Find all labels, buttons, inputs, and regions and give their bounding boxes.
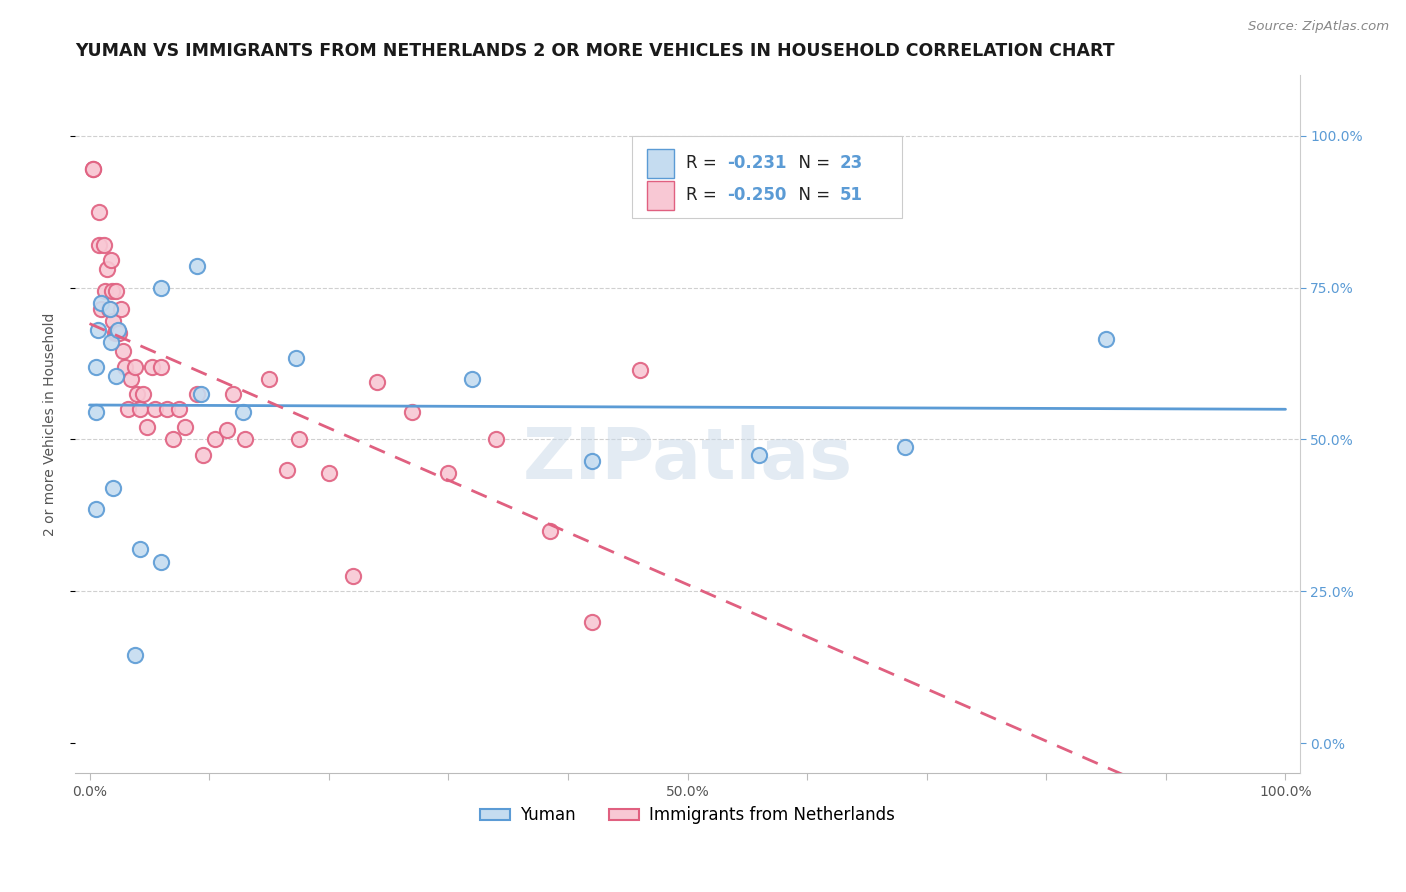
Point — [104, 284, 127, 298]
Point — [110, 301, 132, 316]
Point — [87, 323, 110, 337]
Point — [101, 284, 124, 298]
Point — [285, 351, 308, 365]
Point — [96, 262, 118, 277]
Point — [276, 463, 298, 477]
Point — [538, 524, 561, 538]
Point — [90, 296, 112, 310]
Point — [103, 481, 125, 495]
Point — [190, 387, 212, 401]
Point — [174, 420, 197, 434]
Point — [124, 648, 146, 662]
Point — [136, 420, 159, 434]
Point — [167, 402, 190, 417]
Point — [124, 359, 146, 374]
Point — [103, 314, 125, 328]
Point — [117, 402, 139, 417]
Point — [105, 326, 128, 341]
Legend: Yuman, Immigrants from Netherlands: Yuman, Immigrants from Netherlands — [479, 806, 896, 824]
Point — [111, 344, 134, 359]
Point — [581, 615, 603, 629]
Point — [150, 555, 173, 569]
Text: YUMAN VS IMMIGRANTS FROM NETHERLANDS 2 OR MORE VEHICLES IN HOUSEHOLD CORRELATION: YUMAN VS IMMIGRANTS FROM NETHERLANDS 2 O… — [75, 42, 1115, 60]
Text: -0.231: -0.231 — [727, 154, 786, 172]
Point — [107, 323, 129, 337]
Point — [94, 284, 117, 298]
Point — [485, 433, 508, 447]
Point — [186, 387, 208, 401]
Text: 23: 23 — [839, 154, 863, 172]
Point — [84, 359, 107, 374]
Point — [1095, 332, 1118, 346]
Y-axis label: 2 or more Vehicles in Household: 2 or more Vehicles in Household — [44, 312, 58, 536]
Point — [84, 502, 107, 516]
Point — [437, 466, 460, 480]
Point — [222, 387, 245, 401]
FancyBboxPatch shape — [647, 181, 673, 210]
Point — [628, 362, 651, 376]
Point — [894, 440, 917, 454]
Text: 51: 51 — [839, 186, 862, 204]
Point — [581, 454, 603, 468]
Point — [150, 281, 173, 295]
Point — [100, 335, 122, 350]
Point — [98, 301, 121, 316]
Point — [186, 260, 208, 274]
Point — [366, 375, 388, 389]
Point — [128, 541, 150, 556]
Text: R =: R = — [686, 154, 723, 172]
Text: N =: N = — [787, 186, 835, 204]
Text: ZIPatlas: ZIPatlas — [523, 425, 852, 494]
Point — [104, 326, 127, 341]
Point — [128, 402, 150, 417]
Point — [318, 466, 340, 480]
Point — [204, 433, 226, 447]
Point — [127, 387, 149, 401]
Point — [143, 402, 166, 417]
Point — [461, 372, 484, 386]
Text: N =: N = — [787, 154, 835, 172]
Point — [156, 402, 179, 417]
Point — [120, 372, 142, 386]
Point — [82, 162, 104, 177]
Point — [162, 433, 184, 447]
Point — [108, 326, 131, 341]
Point — [104, 368, 127, 383]
Point — [748, 448, 770, 462]
Point — [90, 301, 112, 316]
Point — [232, 405, 254, 419]
Text: -0.250: -0.250 — [727, 186, 786, 204]
Point — [97, 301, 120, 316]
Point — [342, 569, 364, 583]
Text: R =: R = — [686, 186, 723, 204]
Point — [215, 423, 238, 437]
FancyBboxPatch shape — [633, 136, 901, 219]
Point — [93, 238, 115, 252]
Point — [150, 359, 173, 374]
Point — [288, 433, 311, 447]
Point — [401, 405, 423, 419]
Point — [141, 359, 163, 374]
Point — [84, 405, 107, 419]
FancyBboxPatch shape — [647, 149, 673, 178]
Point — [87, 204, 110, 219]
Point — [233, 433, 256, 447]
Point — [191, 448, 214, 462]
Point — [87, 238, 110, 252]
Point — [132, 387, 155, 401]
Point — [100, 253, 122, 268]
Text: Source: ZipAtlas.com: Source: ZipAtlas.com — [1249, 20, 1389, 33]
Point — [82, 162, 104, 177]
Point — [257, 372, 280, 386]
Point — [114, 359, 136, 374]
